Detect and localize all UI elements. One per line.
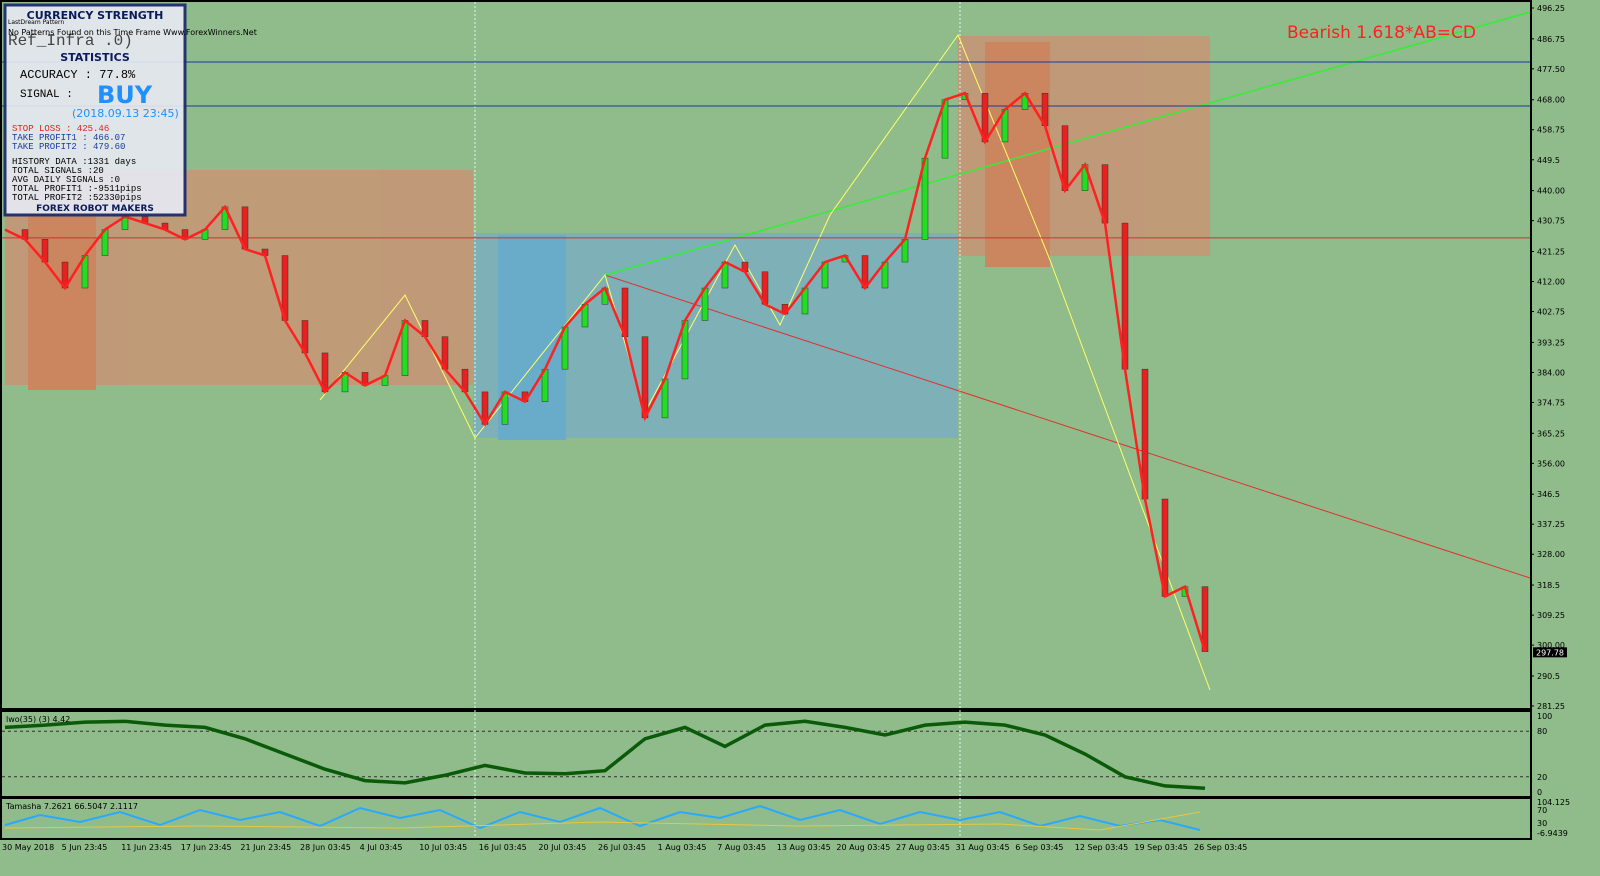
osc2-line xyxy=(4,804,1201,831)
date-label: 4 Jul 03:45 xyxy=(360,843,403,852)
date-label: 20 Jul 03:45 xyxy=(538,843,586,852)
panel-box xyxy=(3,3,187,217)
last-price: 297.78 xyxy=(1536,648,1564,657)
price-label: 477.50 xyxy=(1537,65,1565,74)
price-label: 356.00 xyxy=(1537,459,1565,468)
avg-signals: AVG DAILY SIGNALs :0 xyxy=(12,175,120,185)
price-label: 449.5 xyxy=(1537,156,1560,165)
price-label: 468.00 xyxy=(1537,96,1565,105)
last-price-box xyxy=(1533,647,1567,658)
pattern-name: Bearish 1.618*AB=CD xyxy=(1287,23,1476,43)
zones xyxy=(5,36,1210,440)
price-label: 393.25 xyxy=(1537,338,1565,347)
price-axis xyxy=(1532,0,1600,876)
total-signals: TOTAL SIGNALs :20 xyxy=(12,166,104,176)
close-line xyxy=(4,91,1207,652)
stats-heading: STATISTICS xyxy=(60,51,130,64)
pattern-lines xyxy=(319,33,1211,691)
price-label: 458.75 xyxy=(1537,126,1565,135)
price-label: 318.5 xyxy=(1537,581,1560,590)
date-label: 17 Jun 23:45 xyxy=(181,843,232,852)
tp1: TAKE PROFIT1 : 466.07 xyxy=(12,133,125,143)
osc1-line xyxy=(4,719,1206,790)
price-label: 309.25 xyxy=(1537,611,1565,620)
price-label: 384.00 xyxy=(1537,368,1565,377)
date-label: 20 Aug 03:45 xyxy=(836,843,890,852)
price-label: 346.5 xyxy=(1537,490,1560,499)
osc-label: 0 xyxy=(1537,788,1542,797)
osc-label: 80 xyxy=(1537,727,1547,736)
date-label: 7 Aug 03:45 xyxy=(717,843,766,852)
date-label: 26 Sep 03:45 xyxy=(1194,843,1247,852)
tp2: TAKE PROFIT2 : 479.60 xyxy=(12,142,125,152)
date-label: 31 Aug 03:45 xyxy=(956,843,1010,852)
date-label: 26 Jul 03:45 xyxy=(598,843,646,852)
price-label: 337.25 xyxy=(1537,520,1565,529)
osc1-label: lwo(35) (3) 4.42 xyxy=(6,715,70,724)
overlay: LastDream Pattern xyxy=(8,19,64,26)
price-label: 328.00 xyxy=(1537,550,1565,559)
date-label: 10 Jul 03:45 xyxy=(419,843,467,852)
signal: BUY xyxy=(97,81,153,109)
info-panel: CURRENCY STRENGTH LastDream Pattern Ref_… xyxy=(3,3,257,217)
price-label: 496.25 xyxy=(1537,4,1565,13)
osc-label: 100 xyxy=(1537,712,1552,721)
osc2-label: 104.125 xyxy=(1537,798,1570,807)
date-label: 5 Jun 23:45 xyxy=(62,843,108,852)
profit1: TOTAL PROFIT1 :-9511pips xyxy=(12,184,142,194)
price-label: 486.75 xyxy=(1537,35,1565,44)
date-label: 12 Sep 03:45 xyxy=(1075,843,1128,852)
panel-title: CURRENCY STRENGTH xyxy=(27,9,164,22)
osc-label: 20 xyxy=(1537,773,1547,782)
profit2: TOTAL PROFIT2 :52330pips xyxy=(12,193,142,203)
price-label: 300.00 xyxy=(1537,641,1565,650)
price-label: 281.25 xyxy=(1537,702,1565,711)
accuracy: ACCURACY : 77.8% xyxy=(20,68,136,82)
price-label: 430.75 xyxy=(1537,217,1565,226)
date-label: 21 Jun 23:45 xyxy=(240,843,291,852)
price-label: 374.75 xyxy=(1537,398,1565,407)
signal-time: (2018.09.13 23:45) xyxy=(72,107,179,120)
date-label: 19 Sep 03:45 xyxy=(1134,843,1187,852)
ghost: Ref_Infra .0) xyxy=(8,32,133,50)
osc2-pane xyxy=(2,799,1530,838)
price-label: 365.25 xyxy=(1537,429,1565,438)
price-label: 402.75 xyxy=(1537,308,1565,317)
osc2-label: 70 xyxy=(1537,806,1547,815)
price-label: 421.25 xyxy=(1537,247,1565,256)
time-axis xyxy=(0,840,1600,876)
stop-loss: STOP LOSS : 425.46 xyxy=(12,124,109,134)
osc2-label: -6.9439 xyxy=(1537,829,1568,838)
panel-footer: FOREX ROBOT MAKERS xyxy=(36,204,154,214)
trend-line xyxy=(604,274,1531,579)
osc2-signal xyxy=(4,811,1201,831)
date-label: 27 Aug 03:45 xyxy=(896,843,950,852)
history: HISTORY DATA :1331 days xyxy=(12,157,136,167)
date-label: 6 Sep 03:45 xyxy=(1015,843,1063,852)
date-label: 11 Jun 23:45 xyxy=(121,843,172,852)
date-label: 30 May 2018 xyxy=(2,843,54,852)
date-label: 1 Aug 03:45 xyxy=(658,843,707,852)
date-label: 16 Jul 03:45 xyxy=(479,843,527,852)
price-label: 290.5 xyxy=(1537,672,1560,681)
zone xyxy=(28,215,96,390)
zone xyxy=(985,42,1050,267)
osc2-label: Tamasha 7.2621 66.5047 2.1117 xyxy=(5,802,138,811)
osc2-label: 30 xyxy=(1537,819,1547,828)
price-label: 412.00 xyxy=(1537,278,1565,287)
date-label: 13 Aug 03:45 xyxy=(777,843,831,852)
signal-label: SIGNAL : xyxy=(20,89,73,101)
date-label: 28 Jun 03:45 xyxy=(300,843,351,852)
overlay: No Patterns Found on this Time Frame Www… xyxy=(8,28,257,37)
price-label: 440.00 xyxy=(1537,187,1565,196)
